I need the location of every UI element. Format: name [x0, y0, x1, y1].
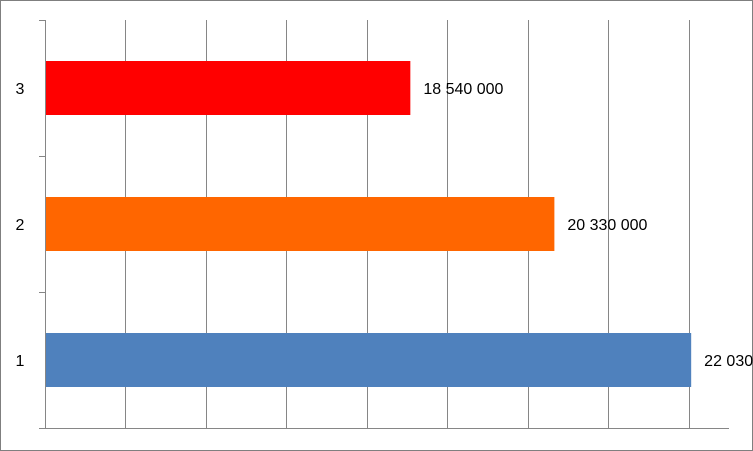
- bar-series: [46, 61, 692, 387]
- category-axis: 1 2 3: [16, 20, 729, 429]
- bar-2: [46, 197, 555, 251]
- data-label-3: 18 540 000: [423, 81, 503, 98]
- bar-3: [46, 61, 411, 115]
- data-label-1: 22 030 000: [704, 353, 753, 370]
- data-label-2: 20 330 000: [567, 217, 647, 234]
- category-label-3: 3: [16, 81, 25, 98]
- category-label-1: 1: [16, 353, 25, 370]
- bar-1: [46, 333, 692, 387]
- data-labels: 22 030 000 20 330 000 18 540 000: [423, 81, 753, 370]
- category-label-2: 2: [16, 217, 25, 234]
